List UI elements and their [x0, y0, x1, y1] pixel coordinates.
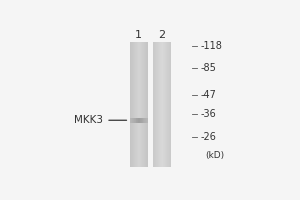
Bar [140, 118, 141, 123]
Bar [159, 42, 160, 167]
Bar [169, 42, 170, 167]
Bar [155, 42, 156, 167]
Text: -47: -47 [200, 90, 216, 100]
Bar [136, 42, 137, 167]
Bar [156, 42, 157, 167]
Bar [160, 42, 161, 167]
Bar [168, 42, 169, 167]
Bar [142, 118, 143, 123]
Bar [167, 42, 168, 167]
Bar [138, 42, 139, 167]
Bar [137, 118, 138, 123]
Bar [166, 42, 167, 167]
Bar [131, 118, 132, 123]
Bar [162, 42, 163, 167]
Text: 2: 2 [158, 30, 166, 40]
Bar [145, 42, 146, 167]
Text: (kD): (kD) [205, 151, 224, 160]
Bar [134, 118, 135, 123]
Bar [142, 42, 143, 167]
Bar [133, 42, 134, 167]
Text: -36: -36 [200, 109, 216, 119]
Bar [132, 42, 133, 167]
Bar [157, 42, 158, 167]
Text: 1: 1 [135, 30, 142, 40]
Bar [136, 118, 137, 123]
Bar [133, 118, 134, 123]
Bar [154, 42, 155, 167]
Bar [135, 118, 136, 123]
Bar [158, 42, 159, 167]
Bar [144, 42, 145, 167]
Bar [137, 42, 138, 167]
Bar [143, 42, 144, 167]
Bar [163, 42, 164, 167]
Bar [139, 42, 140, 167]
Bar [131, 42, 132, 167]
Bar [147, 118, 148, 123]
Text: -26: -26 [200, 132, 216, 142]
Bar [140, 42, 141, 167]
Bar [170, 42, 171, 167]
Bar [134, 42, 135, 167]
Text: MKK3: MKK3 [74, 115, 103, 125]
Bar [165, 42, 166, 167]
Bar [138, 118, 139, 123]
Bar [135, 42, 136, 167]
Bar [147, 42, 148, 167]
Bar [132, 118, 133, 123]
Bar [145, 118, 146, 123]
Bar [161, 42, 162, 167]
Bar [130, 118, 131, 123]
Bar [146, 42, 147, 167]
Bar [164, 42, 165, 167]
Bar [144, 118, 145, 123]
Text: -85: -85 [200, 63, 216, 73]
Bar [130, 42, 131, 167]
Bar [139, 118, 140, 123]
Bar [143, 118, 144, 123]
Bar [146, 118, 147, 123]
Bar [141, 42, 142, 167]
Bar [141, 118, 142, 123]
Text: -118: -118 [200, 41, 222, 51]
